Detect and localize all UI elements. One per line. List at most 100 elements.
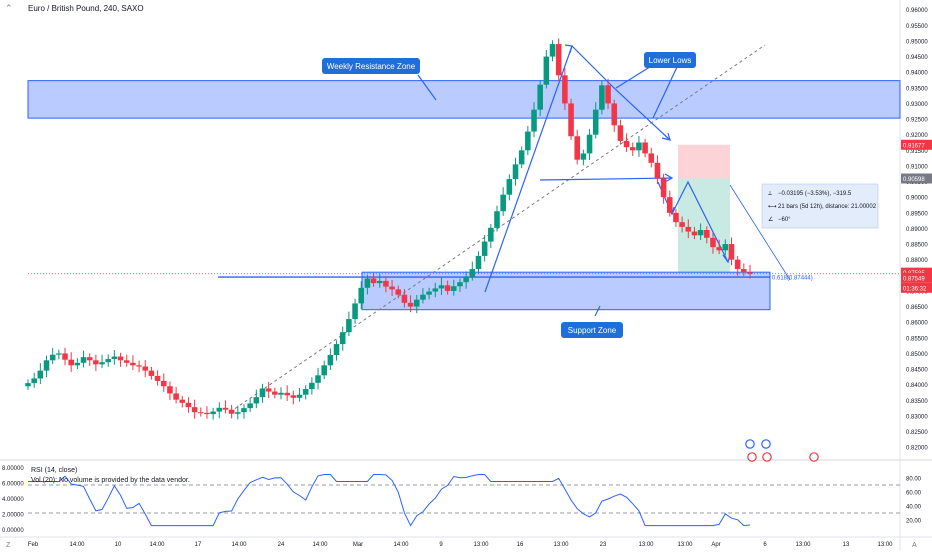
candle-body	[278, 392, 284, 395]
impulse-path[interactable]	[657, 180, 729, 263]
time-tick-label: 6	[763, 542, 767, 548]
economic-event-icon[interactable]	[745, 439, 755, 449]
lower-lows-callout-box[interactable]	[644, 52, 696, 68]
candle-body	[592, 109, 599, 135]
time-tick-label: 17	[195, 542, 202, 548]
volume-tick-label: 0.00000	[2, 528, 24, 534]
resistance-zone[interactable]	[27, 80, 901, 119]
time-tick-label: 13:00	[473, 542, 489, 548]
candle-body	[179, 399, 186, 403]
candle-body	[185, 402, 192, 408]
candle-body	[481, 241, 488, 256]
candle-body	[74, 362, 81, 366]
candle-body	[80, 357, 87, 363]
candle-body	[228, 409, 235, 414]
economic-event-icon[interactable]	[809, 452, 819, 462]
neckline[interactable]	[539, 177, 673, 181]
lower-highs-line[interactable]	[571, 45, 671, 141]
measure-icon: ⟷	[768, 204, 777, 210]
candle-body	[537, 84, 543, 110]
lower-lows-pointer-2	[652, 64, 679, 119]
volume-tick-label: 4.00000	[2, 497, 24, 503]
resistance-callout-box[interactable]	[322, 58, 420, 74]
auto-scale-toggle[interactable]: A	[912, 542, 917, 549]
candle-body	[235, 412, 241, 414]
candle-body	[309, 382, 315, 390]
measure-box-bg	[761, 183, 879, 229]
candle-body	[463, 276, 469, 283]
candle-body	[339, 332, 346, 345]
candle-body	[574, 136, 580, 160]
support-callout-text: Support Zone	[568, 326, 617, 335]
collapse-chevron-icon[interactable]: ⌃	[5, 3, 13, 13]
candle-body	[204, 412, 210, 415]
support-callout-box[interactable]	[561, 322, 623, 338]
lower-lows-callout[interactable]: Lower Lows	[644, 52, 696, 68]
candle-body	[198, 412, 204, 414]
measure-info-box[interactable]: ⟂ −0.03195 (−3.53%), −319.5 ⟷ 21 bars (5d 1…	[761, 183, 879, 229]
candle-body	[457, 282, 463, 287]
timezone-icon[interactable]: Z	[6, 542, 11, 549]
price-tick-label: 0.94500	[906, 55, 928, 61]
candle-body	[93, 360, 99, 365]
price-tick-label: 0.84500	[906, 368, 928, 374]
price-tick-label: 0.86000	[906, 321, 928, 327]
dotted-trendline[interactable]	[229, 44, 766, 413]
support-callout[interactable]: Support Zone	[561, 322, 623, 338]
candle-body	[148, 370, 155, 376]
economic-event-icon[interactable]	[762, 452, 772, 462]
rsi-line[interactable]	[28, 474, 751, 527]
candle-body	[296, 394, 303, 398]
price-badge-label: 0.91677	[903, 143, 925, 149]
rsi-tick-label: 80.00	[906, 477, 922, 483]
candle-body	[734, 259, 741, 270]
candle-body	[469, 269, 476, 277]
measure-text-3: −60°	[778, 217, 791, 223]
price-tick-label: 0.92500	[906, 118, 928, 124]
price-tick-label: 0.88500	[906, 243, 928, 249]
price-tick-label: 0.95500	[906, 24, 928, 30]
candle-body	[247, 403, 253, 409]
candle-body	[222, 407, 229, 410]
volume-tick-label: 6.00000	[2, 482, 24, 488]
candle-body	[512, 164, 519, 180]
candle-body	[426, 291, 432, 295]
short-target-zone[interactable]	[678, 178, 730, 273]
price-badge	[901, 267, 932, 278]
time-tick-label: 16	[517, 542, 524, 548]
candle-body	[704, 230, 710, 238]
candle-body	[407, 302, 414, 307]
price-tick-label: 0.92000	[906, 133, 928, 139]
resistance-callout[interactable]: Weekly Resistance Zone	[322, 58, 420, 74]
candle-body	[376, 280, 383, 284]
candle-body	[25, 383, 31, 387]
candle-body	[629, 147, 636, 151]
candle-body	[117, 356, 124, 361]
candle-body	[346, 319, 352, 333]
support-zone[interactable]	[361, 271, 771, 311]
time-tick-label: 24	[278, 542, 285, 548]
candle-body	[568, 103, 574, 137]
candle-body	[370, 278, 377, 284]
projection-line[interactable]	[729, 184, 791, 281]
candle-body	[475, 255, 482, 270]
candle-body	[241, 408, 247, 413]
price-tick-label: 0.91500	[906, 149, 928, 155]
price-badge	[901, 282, 932, 293]
economic-event-icon[interactable]	[761, 439, 771, 449]
candle-body	[451, 286, 457, 291]
candle-body	[586, 134, 593, 154]
candle-body	[216, 407, 223, 412]
candle-body	[685, 226, 692, 232]
candle-body	[500, 194, 506, 212]
candle-body	[130, 362, 136, 366]
rising-wedge-line[interactable]	[484, 45, 573, 293]
candle-body	[605, 85, 611, 104]
short-stop-zone[interactable]	[678, 144, 730, 179]
candle-body	[549, 44, 556, 57]
chart-title: Euro / British Pound, 240, SAXO	[28, 4, 144, 13]
price-badge-label: 0.87549	[903, 276, 925, 282]
economic-event-icon[interactable]	[747, 452, 757, 462]
measure-text-2: 21 bars (5d 12h), distance: 21.00002	[778, 204, 877, 210]
